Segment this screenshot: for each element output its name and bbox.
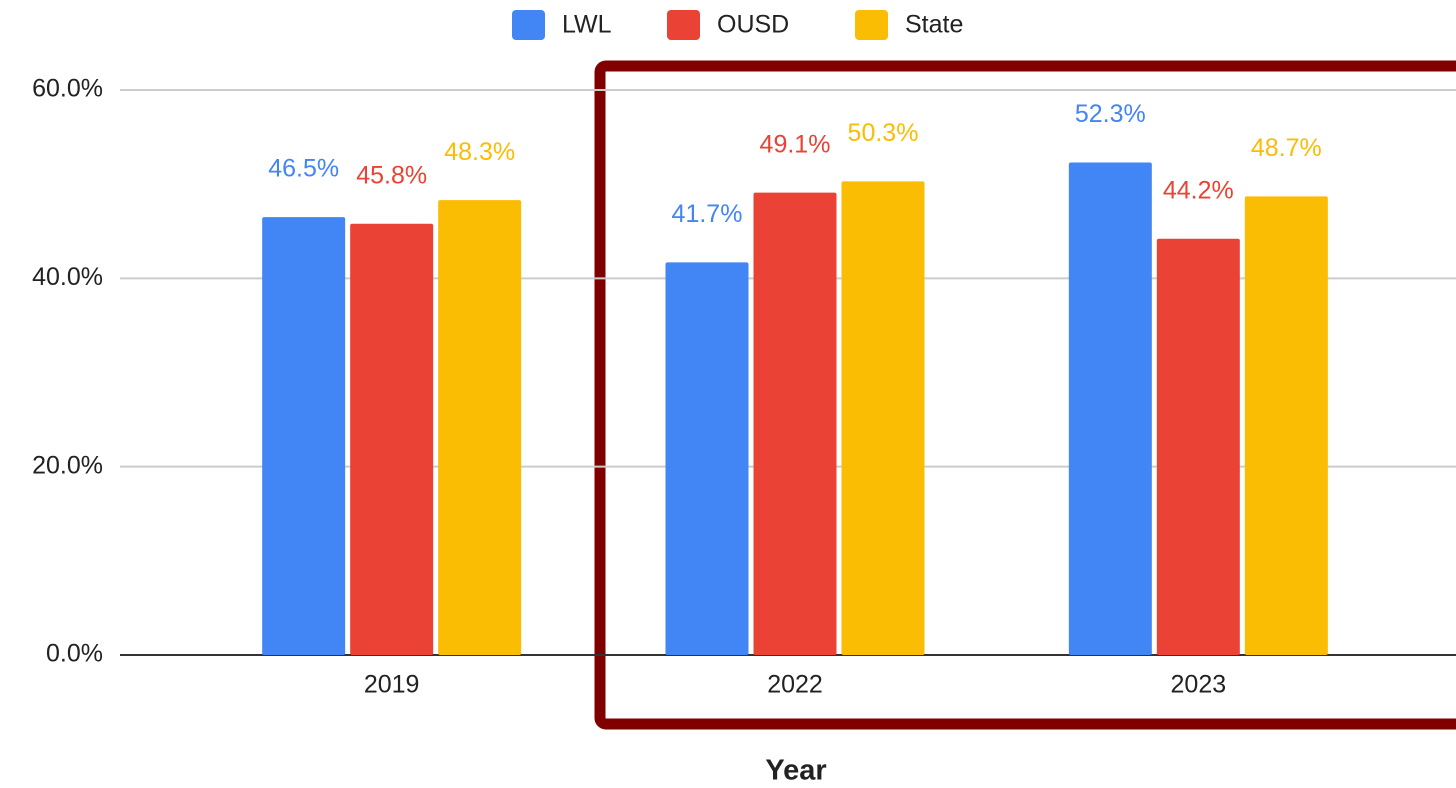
y-tick-label: 60.0%: [32, 75, 103, 103]
value-label: 48.3%: [444, 138, 515, 166]
x-tick-label: 2023: [1171, 671, 1227, 699]
bar: [262, 217, 346, 655]
legend-label: LWL: [562, 11, 612, 39]
bar: [665, 262, 749, 655]
y-tick-label: 0.0%: [46, 640, 103, 668]
y-tick-label: 20.0%: [32, 451, 103, 479]
legend-label: State: [905, 11, 963, 39]
highlight-box: [594, 60, 1456, 730]
bar: [841, 181, 925, 655]
x-axis-label: Year: [765, 755, 826, 787]
legend-swatch: [855, 10, 888, 40]
y-tick-label: 40.0%: [32, 263, 103, 291]
value-label: 52.3%: [1075, 100, 1146, 128]
bar: [1068, 162, 1152, 655]
legend-swatch: [512, 10, 545, 40]
value-label: 46.5%: [268, 155, 339, 183]
x-tick-label: 2019: [364, 671, 420, 699]
bar: [438, 200, 522, 656]
legend-label: OUSD: [717, 11, 789, 39]
legend-swatch: [667, 10, 700, 40]
value-label: 45.8%: [356, 161, 427, 189]
bar: [1156, 238, 1240, 656]
value-label: 48.7%: [1251, 134, 1322, 162]
bar: [753, 192, 837, 655]
value-label: 50.3%: [848, 119, 919, 147]
x-tick-label: 2022: [767, 671, 823, 699]
value-label: 41.7%: [672, 200, 743, 228]
value-label: 44.2%: [1163, 176, 1234, 204]
value-label: 49.1%: [760, 130, 831, 158]
bar: [1244, 196, 1328, 656]
bar: [350, 223, 434, 655]
